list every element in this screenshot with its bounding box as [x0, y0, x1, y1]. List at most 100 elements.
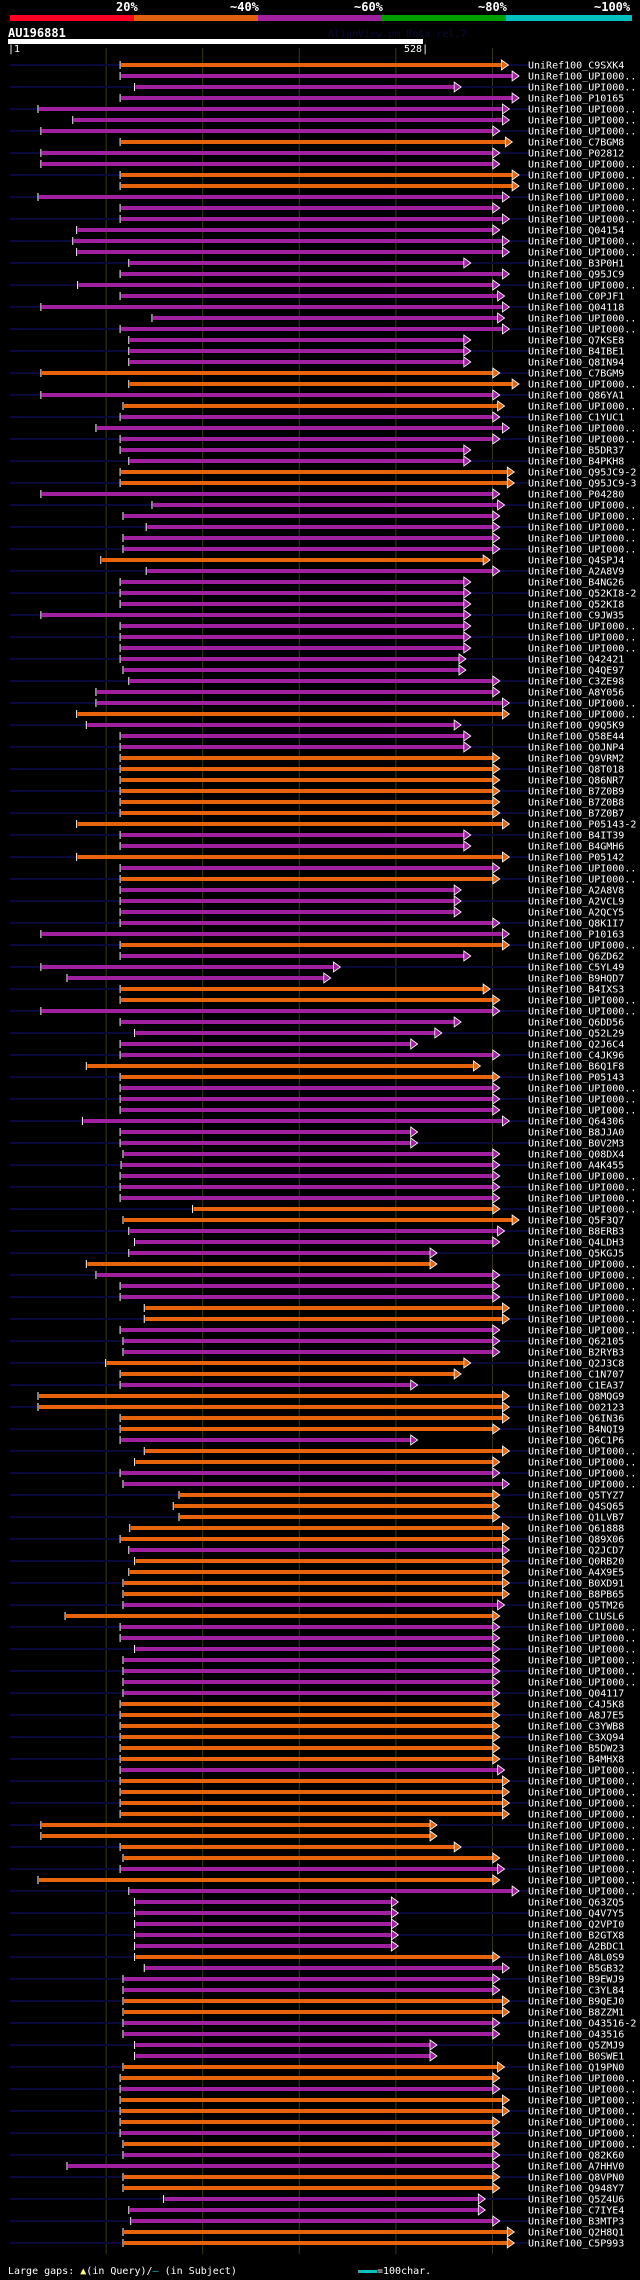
- hit-label: UniRef100_C7BGM9: [528, 369, 624, 380]
- hit-label: UniRef100_Q6IN36: [528, 1414, 624, 1425]
- hit-end-arrow: [390, 1929, 400, 1941]
- hit-label: UniRef100_UPI000..: [528, 402, 636, 413]
- hit-label: UniRef100_Q08DX4: [528, 1150, 624, 1161]
- hit-label: UniRef100_Q63ZQ5: [528, 1898, 624, 1909]
- hit-end-arrow: [492, 2138, 501, 2150]
- hit-bar: [121, 888, 456, 892]
- hit-end-arrow: [492, 158, 501, 170]
- hit-label: UniRef100_Q62105: [528, 1337, 624, 1348]
- hit-end-arrow: [502, 1797, 511, 1809]
- hit-end-arrow: [506, 2237, 515, 2249]
- hit-label: UniRef100_Q95JC9-2: [528, 468, 636, 479]
- hit-bar: [124, 1218, 514, 1222]
- hit-label: UniRef100_Q8VPN0: [528, 2173, 624, 2184]
- hit-bar: [121, 448, 465, 452]
- legend-label-80: ~80%: [478, 0, 507, 14]
- hit-end-arrow: [463, 840, 472, 852]
- hit-bar: [124, 1592, 504, 1596]
- hit-label: UniRef100_B9QEJ0: [528, 1997, 624, 2008]
- hit-end-arrow: [492, 994, 501, 1006]
- hit-end-arrow: [333, 961, 342, 973]
- hit-end-arrow: [502, 1412, 511, 1424]
- hit-bar: [121, 63, 503, 67]
- hit-bar: [124, 1339, 494, 1343]
- hit-label: UniRef100_B8ERB3: [528, 1227, 624, 1238]
- hit-end-arrow: [511, 180, 520, 192]
- hit-label: UniRef100_Q4QE97: [528, 666, 624, 677]
- hit-label: UniRef100_UPI000..: [528, 1304, 636, 1315]
- hit-end-arrow: [492, 2083, 501, 2095]
- hit-label: UniRef100_UPI000..: [528, 699, 636, 710]
- hit-bar: [121, 591, 465, 595]
- hit-bar: [193, 1207, 494, 1211]
- hit-label: UniRef100_UPI000..: [528, 941, 636, 952]
- hit-bar: [129, 349, 465, 353]
- hit-label: UniRef100_UPI000..: [528, 1194, 636, 1205]
- hit-bar: [121, 1097, 494, 1101]
- hit-label: UniRef100_C3YL84: [528, 1986, 624, 1997]
- hit-end-arrow: [502, 191, 511, 203]
- hit-end-arrow: [492, 1324, 501, 1336]
- hit-label: UniRef100_UPI000..: [528, 875, 636, 886]
- hit-end-arrow: [502, 1566, 511, 1578]
- in-query-label: (in Query)/: [86, 2266, 153, 2277]
- hit-end-arrow: [453, 1016, 462, 1028]
- hit-bar: [129, 1548, 504, 1552]
- hit-label: UniRef100_UPI000..: [528, 1678, 636, 1689]
- hit-label: UniRef100_UPI000..: [528, 2140, 636, 2151]
- hit-end-arrow: [434, 1027, 443, 1039]
- hit-label: UniRef100_A4X9E5: [528, 1568, 624, 1579]
- hit-bar: [121, 1427, 494, 1431]
- hit-label: UniRef100_B5DR37: [528, 446, 624, 457]
- hit-end-arrow: [502, 2094, 511, 2106]
- hit-bar: [135, 1955, 494, 1959]
- hit-label: UniRef100_P05143-2: [528, 820, 636, 831]
- hit-end-arrow: [453, 1368, 462, 1380]
- hit-label: UniRef100_Q5ZMJ9: [528, 2041, 624, 2052]
- hit-label: UniRef100_UPI000..: [528, 182, 636, 193]
- hit-bar: [121, 1735, 494, 1739]
- hit-label: UniRef100_Q5F3Q7: [528, 1216, 624, 1227]
- hit-bar: [121, 74, 514, 78]
- hit-end-arrow: [463, 576, 472, 588]
- hit-bar: [96, 701, 504, 705]
- hit-bar: [101, 558, 485, 562]
- hit-label: UniRef100_UPI000..: [528, 1656, 636, 1667]
- hit-end-arrow: [497, 1225, 506, 1237]
- hit-bar: [121, 1471, 494, 1475]
- hit-label: UniRef100_UPI000..: [528, 545, 636, 556]
- hit-end-arrow: [453, 906, 462, 918]
- hit-end-arrow: [323, 972, 332, 984]
- hit-label: UniRef100_UPI000..: [528, 424, 636, 435]
- hit-label: UniRef100_UPI000..: [528, 1183, 636, 1194]
- hit-end-arrow: [473, 1060, 482, 1072]
- hit-bar: [180, 1493, 494, 1497]
- hit-label: UniRef100_UPI000..: [528, 1810, 636, 1821]
- hit-bar: [145, 1306, 504, 1310]
- hit-bar: [41, 1009, 494, 1013]
- hit-bar: [145, 1317, 504, 1321]
- hit-end-arrow: [463, 609, 472, 621]
- hit-label: UniRef100_Q52L29: [528, 1029, 624, 1040]
- hit-bar: [135, 1900, 393, 1904]
- hit-bar: [121, 1625, 494, 1629]
- hit-bar: [124, 2032, 494, 2036]
- hit-end-arrow: [482, 554, 491, 566]
- hit-label: UniRef100_P02812: [528, 149, 624, 160]
- hit-end-arrow: [502, 1478, 511, 1490]
- hit-end-arrow: [492, 1005, 501, 1017]
- hit-end-arrow: [492, 279, 501, 291]
- large-gaps-label: Large gaps:: [8, 2266, 75, 2277]
- hit-bar: [124, 536, 494, 540]
- hit-label: UniRef100_UPI000..: [528, 996, 636, 1007]
- hit-bar: [180, 1515, 494, 1519]
- hit-bar: [121, 1295, 494, 1299]
- hit-end-arrow: [492, 224, 501, 236]
- hit-end-arrow: [502, 268, 511, 280]
- hit-bar: [124, 2175, 494, 2179]
- hit-end-arrow: [492, 488, 501, 500]
- hit-label: UniRef100_A8L0S9: [528, 1953, 624, 1964]
- hit-end-arrow: [492, 785, 501, 797]
- hit-bar: [121, 756, 494, 760]
- hit-label: UniRef100_C3ZE98: [528, 677, 624, 688]
